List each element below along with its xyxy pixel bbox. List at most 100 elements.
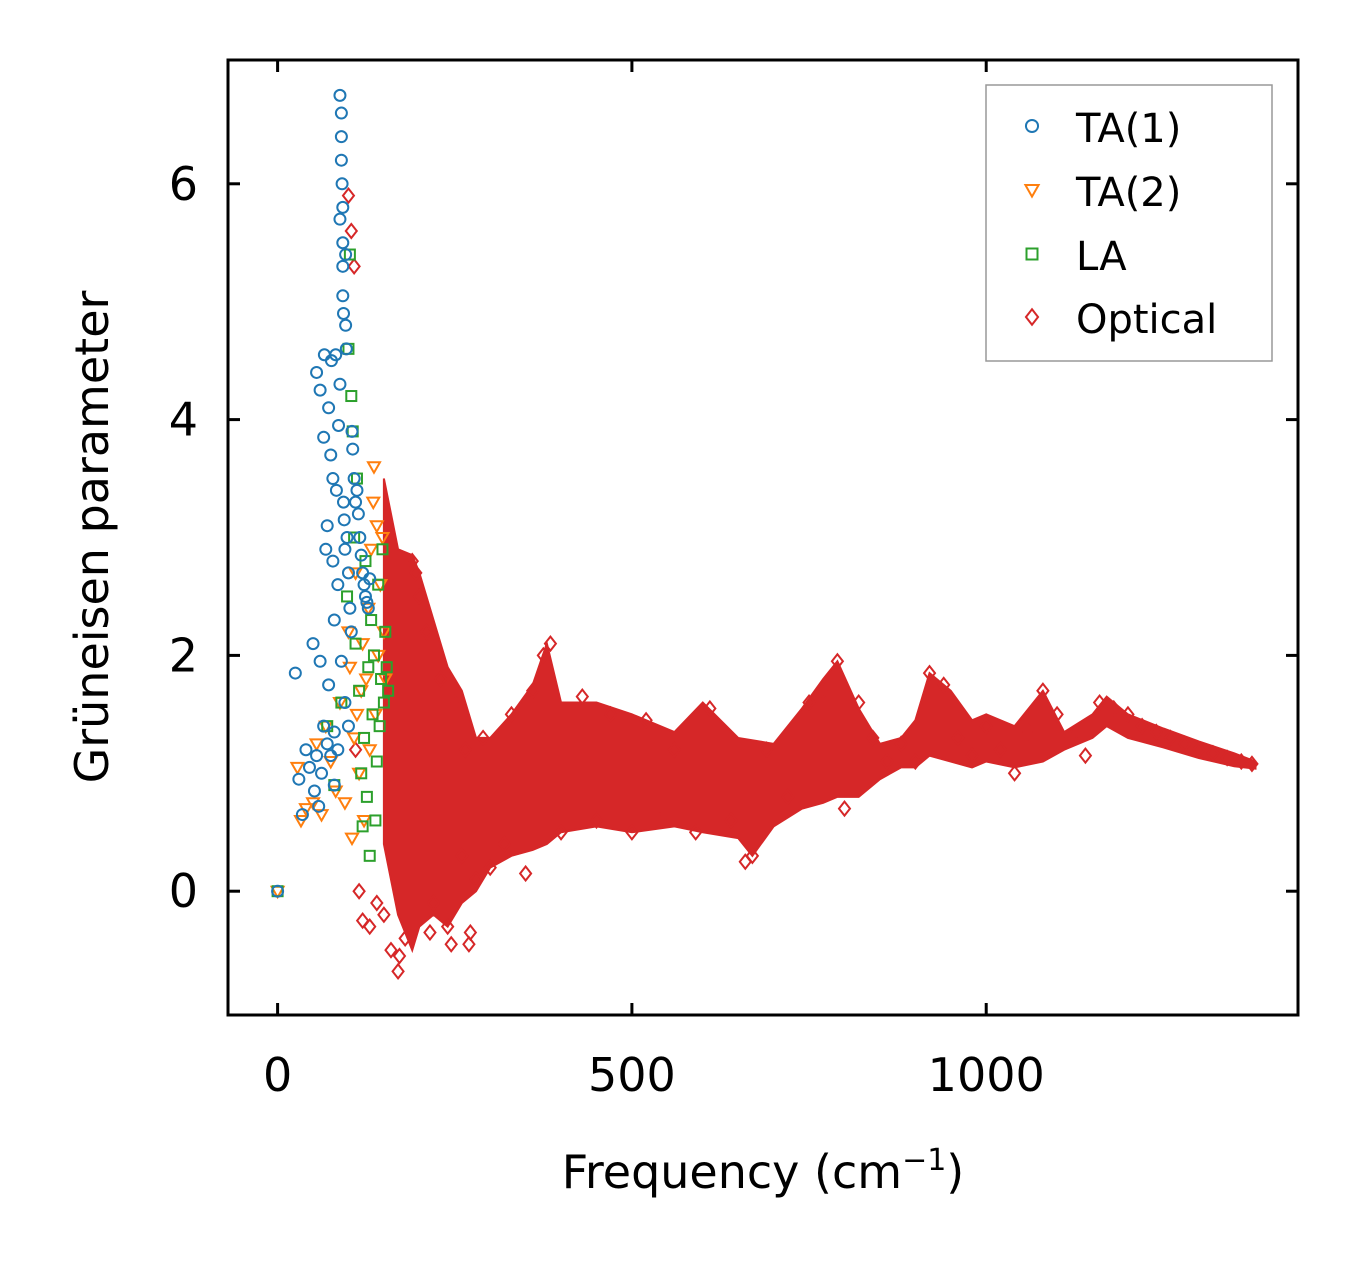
ta2-point [337,797,353,811]
legend-marker-la [1025,247,1039,261]
ta1-point [339,342,353,356]
ta2-point [308,738,325,752]
ta1-point [327,778,341,792]
y-tick-label: 2 [169,628,198,682]
ta1-point [312,799,326,813]
optical-point [1206,744,1220,762]
la-point [377,696,390,709]
ta1-point [339,248,353,262]
optical-point [688,823,703,841]
optical-point [830,652,845,670]
ta1-point [333,212,347,226]
optical-point [412,587,427,606]
la-point [380,661,393,674]
legend-label-ta1: TA(1) [1075,106,1181,152]
x-tick-label: 500 [588,1048,676,1102]
la-point [353,684,366,697]
ta1-point [326,554,340,568]
optical-point [1064,729,1079,747]
ta2-point [293,814,309,829]
optical-point [483,859,497,877]
ta2-point [347,567,364,581]
optical-point [469,870,483,889]
ta1-point [317,719,331,733]
optical-point [603,705,618,723]
ta1-point [295,808,309,822]
optical-point [1106,699,1121,718]
optical-point [355,912,370,930]
ta1-point [329,348,343,362]
optical-point [724,811,738,830]
x-tick-label: 0 [263,1048,292,1102]
optical-point [589,811,604,830]
ta1-point [354,548,368,562]
ta1-point [327,613,341,627]
optical-point [816,682,831,700]
optical-point [922,664,937,682]
optical-point [518,864,533,883]
legend-markers [1023,118,1041,327]
ta2-point [361,744,378,758]
optical-point [653,811,668,830]
ta1-point [313,654,327,668]
optical-point [504,705,519,723]
ta1-point [322,678,336,692]
ta1-point [306,637,320,651]
optical-point [1092,693,1107,712]
ta1-point [310,749,324,763]
ta1-point [350,483,364,497]
ta1-point [361,601,375,615]
ta1-point [307,784,321,798]
ta1-point [332,418,346,432]
ta1-point [349,495,363,509]
optical-point [575,688,590,706]
optical-point [405,552,420,570]
ta1-point [288,666,302,680]
ta1-point [320,737,334,751]
optical-point [951,729,965,747]
ta2-point [346,732,362,746]
ta1-point [337,495,351,509]
optical-point [639,711,653,729]
legend-marker-optical [1024,307,1040,327]
ta2-point [327,785,344,800]
optical-point [458,741,473,759]
optical-point [1192,741,1206,759]
optical-point [398,929,412,947]
la-point [382,684,395,697]
la-point [366,708,379,721]
ta1-point [271,884,285,898]
la-point [369,814,382,827]
la-point [363,849,376,862]
optical-point [965,746,979,765]
optical-point [543,634,558,653]
optical-point [1121,705,1135,723]
la-point [348,531,361,544]
ta1-point [322,401,336,415]
ta1-point [353,531,367,544]
optical-point [352,882,366,900]
ta1-point [319,542,333,556]
optical-point [759,741,774,759]
legend-label-la: LA [1076,234,1127,280]
ta1-point [338,696,352,710]
optical-point [1177,735,1192,753]
ta2-point [342,661,358,676]
ta1-point [336,236,350,250]
ta1-point [334,130,348,144]
ta1-point [329,483,343,497]
optical-point [347,257,361,275]
axis-ticks: 0 500 1000 0 2 4 6 [169,60,1298,1102]
optical-point [348,741,363,759]
la-point [341,590,354,603]
optical-point [497,835,512,853]
ta1-point [320,519,334,533]
optical-point [837,800,852,818]
x-axis-label: Frequency (cm−1) [562,1143,965,1199]
y-tick-label: 6 [169,157,198,211]
optical-point [936,676,951,694]
ta1-point [333,377,347,391]
ta1-point [360,595,374,609]
la-point [343,248,356,261]
